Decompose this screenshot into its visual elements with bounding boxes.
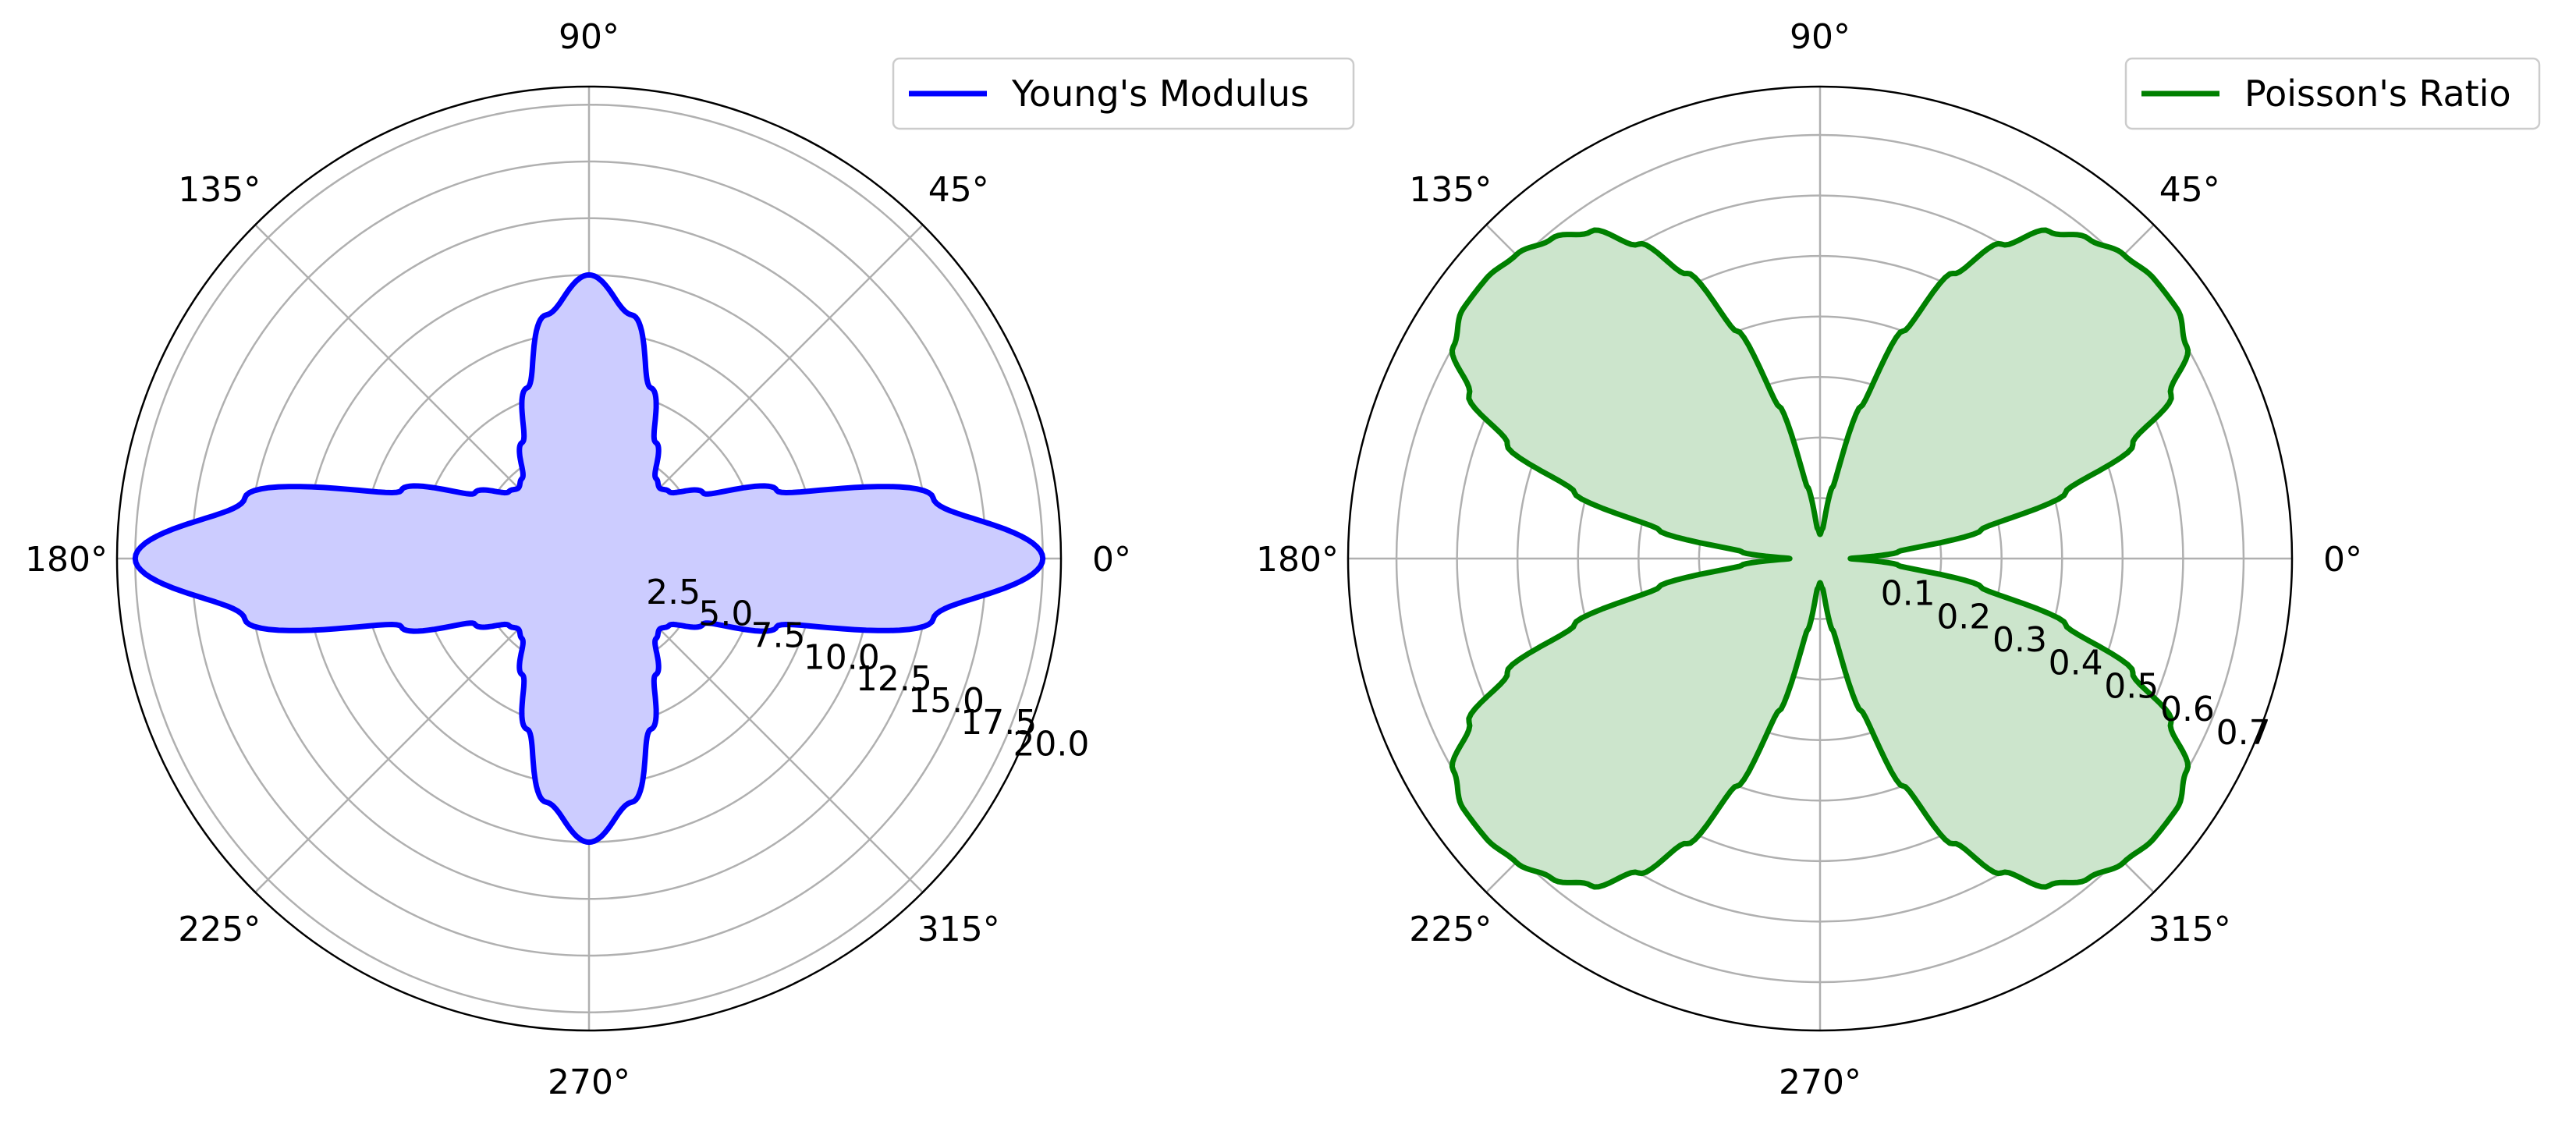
radial-grid <box>1348 87 2292 1031</box>
angular-tick-label: 180° <box>25 540 108 580</box>
radial-tick-label: 7.5 <box>751 615 806 655</box>
angular-tick-label: 45° <box>928 170 989 210</box>
polar-frame <box>1347 85 2294 1032</box>
angular-tick-label: 135° <box>178 170 261 210</box>
legend-box <box>892 57 1355 130</box>
angular-tick-label: 180° <box>1256 540 1339 580</box>
angular-tick-label: 315° <box>917 910 1000 949</box>
angular-tick-label: 225° <box>178 910 261 949</box>
radial-tick-label: 10.0 <box>804 637 880 677</box>
angular-tick-label: 90° <box>559 17 619 57</box>
radial-tick-label: 5.0 <box>698 594 753 634</box>
radial-tick-label: 15.0 <box>908 681 985 721</box>
radial-tick-label: 0.7 <box>2216 713 2271 753</box>
angular-tick-label: 225° <box>1409 910 1492 949</box>
radial-tick-label: 0.3 <box>1992 620 2047 660</box>
series-line <box>1449 227 2191 890</box>
angular-tick-label: 0° <box>1092 540 1131 580</box>
angular-tick-label: 270° <box>1779 1062 1861 1102</box>
radial-tick-label: 20.0 <box>1013 725 1089 764</box>
radial-tick-label: 0.4 <box>2049 644 2103 683</box>
radial-tick-label: 0.2 <box>1936 597 1991 637</box>
polar-chart-poissons-ratio: 0.10.20.30.40.50.60.7 0° 45° 90° 135° 180° 225… <box>1256 17 2541 1102</box>
legend: Poisson's Ratio <box>2124 57 2541 130</box>
series-fill-area <box>1452 230 2188 887</box>
series-fill-area <box>135 275 1043 843</box>
radial-tick-label: 0.5 <box>2104 666 2159 706</box>
angular-tick-label: 135° <box>1409 170 1492 210</box>
polar-frame <box>115 85 1063 1032</box>
angular-tick-label: 270° <box>548 1062 630 1102</box>
radial-tick-label: 12.5 <box>856 659 932 699</box>
radial-tick-label: 0.6 <box>2160 690 2215 729</box>
polar-chart-youngs-modulus: 2.55.07.510.012.515.017.520.0 0° 45° 90° 135… <box>25 17 1355 1102</box>
angular-tick-label: 45° <box>2159 170 2220 210</box>
legend-label: Young's Modulus <box>1011 73 1309 115</box>
radial-tick-label: 2.5 <box>646 573 701 612</box>
legend-label: Poisson's Ratio <box>2244 73 2511 115</box>
radial-tick-label: 17.5 <box>960 703 1037 743</box>
angular-tick-label: 90° <box>1790 17 1850 57</box>
series-line <box>132 271 1046 846</box>
radial-tick-label: 0.1 <box>1881 574 1936 614</box>
legend-box <box>2124 57 2541 130</box>
angular-tick-label: 315° <box>2148 910 2231 949</box>
angular-tick-label: 0° <box>2323 540 2362 580</box>
legend: Young's Modulus <box>892 57 1355 130</box>
